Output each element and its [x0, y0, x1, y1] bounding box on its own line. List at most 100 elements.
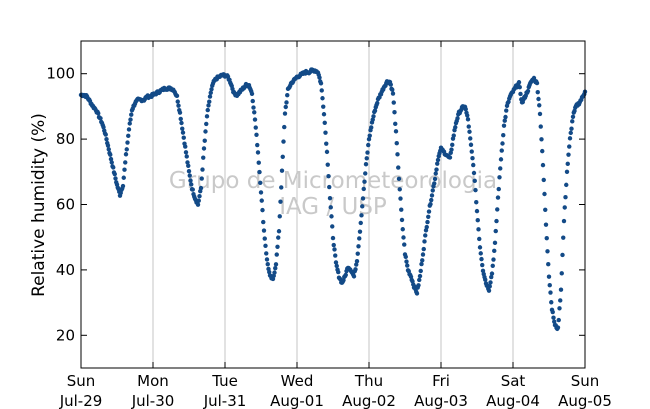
data-point — [209, 87, 214, 92]
data-point — [252, 110, 257, 115]
data-point — [336, 269, 341, 275]
data-point — [355, 251, 360, 256]
data-point — [341, 278, 346, 283]
data-point — [198, 185, 204, 191]
data-point — [546, 274, 552, 279]
data-point — [552, 319, 557, 324]
data-point — [550, 309, 555, 315]
data-point — [200, 167, 205, 172]
data-point — [263, 243, 268, 248]
data-point — [189, 182, 194, 187]
data-point — [404, 259, 409, 264]
data-point — [328, 205, 333, 210]
x-tick-label-date: Aug-03 — [414, 392, 468, 409]
data-point — [422, 239, 427, 244]
data-point — [396, 176, 402, 182]
data-point — [463, 106, 468, 112]
data-point — [534, 80, 540, 86]
data-point — [394, 141, 399, 146]
data-point — [468, 136, 473, 141]
data-point — [388, 82, 393, 87]
data-point — [465, 113, 470, 118]
data-point — [498, 166, 503, 171]
data-point — [111, 165, 116, 170]
data-point — [333, 253, 338, 258]
data-point — [400, 227, 405, 232]
y-axis-label: Relative humidity (%) — [29, 113, 49, 297]
x-tick-label-day: Sat — [501, 372, 526, 390]
data-point — [125, 140, 130, 145]
data-point — [477, 236, 482, 242]
data-point — [204, 121, 209, 127]
data-point — [399, 217, 405, 223]
data-point — [103, 132, 108, 137]
data-point — [396, 165, 401, 170]
data-point — [480, 262, 485, 268]
data-point — [392, 110, 397, 115]
data-point — [187, 173, 192, 178]
data-point — [403, 254, 408, 260]
data-point — [495, 207, 500, 212]
data-point — [325, 162, 330, 167]
data-point — [492, 240, 498, 246]
data-point — [261, 219, 266, 225]
data-point — [559, 271, 564, 276]
data-point — [564, 182, 569, 188]
data-point — [399, 207, 404, 212]
data-point — [203, 129, 208, 134]
data-point — [366, 136, 372, 142]
data-point — [332, 247, 337, 252]
x-tick-labels: Sun Jul-29 Mon Jul-30 Tue Jul-31 Wed Aug-01 Thu A… — [59, 372, 612, 409]
data-point — [252, 117, 258, 122]
x-tick-label-date: Jul-31 — [203, 392, 247, 409]
data-point — [544, 235, 549, 241]
data-point — [177, 110, 183, 115]
data-point — [351, 274, 357, 279]
data-point — [472, 178, 477, 184]
data-point — [276, 229, 282, 234]
data-point — [113, 176, 118, 181]
data-point — [423, 233, 428, 238]
data-point — [184, 154, 189, 159]
data-point — [405, 263, 410, 268]
data-point — [569, 126, 574, 131]
data-point — [425, 219, 430, 225]
data-point — [450, 142, 455, 148]
data-point — [420, 258, 425, 263]
data-point — [104, 137, 109, 142]
data-points — [78, 67, 588, 332]
data-point — [543, 222, 549, 227]
data-point — [558, 298, 563, 303]
data-point — [501, 123, 507, 128]
data-point — [285, 93, 290, 98]
x-tick-label-date: Aug-02 — [342, 392, 396, 409]
data-point — [428, 201, 433, 207]
data-point — [202, 138, 207, 143]
data-point — [536, 96, 541, 102]
data-point — [199, 176, 204, 181]
data-point — [417, 277, 422, 283]
data-point — [261, 228, 267, 233]
data-point — [174, 93, 180, 99]
x-tick-label-date: Aug-05 — [558, 392, 612, 409]
data-point — [190, 187, 195, 192]
data-point — [281, 139, 286, 144]
data-point — [106, 147, 111, 152]
watermark-line-1: Grupo de Micrometeorologia — [169, 168, 497, 194]
data-point — [357, 236, 362, 241]
data-point — [419, 261, 424, 267]
data-point — [178, 116, 183, 122]
data-point — [330, 224, 335, 229]
y-tick-label: 20 — [56, 326, 75, 344]
data-point — [395, 152, 400, 157]
data-point — [420, 252, 426, 257]
data-point — [432, 181, 437, 186]
x-tick-label-day: Mon — [137, 372, 169, 390]
data-point — [254, 132, 259, 137]
data-point — [564, 169, 570, 174]
data-point — [250, 98, 255, 104]
data-point — [358, 220, 363, 226]
data-point — [551, 315, 556, 320]
data-point — [548, 290, 553, 295]
